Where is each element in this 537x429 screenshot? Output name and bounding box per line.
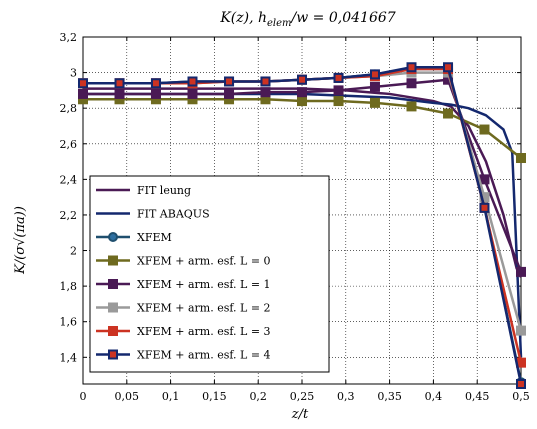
tick-labels: 0 0,05 0,1 0,15 0,2 0,25 0,3 0,35 0,4 0,45 0,5 1,4 1… bbox=[60, 31, 530, 403]
point-marker bbox=[150, 88, 161, 99]
point-marker bbox=[224, 76, 235, 87]
x-tick-label: 0 bbox=[80, 390, 87, 403]
x-tick-label: 0,3 bbox=[337, 390, 355, 403]
legend-label: XFEM + arm. esf. L = 0 bbox=[137, 255, 271, 268]
point-marker bbox=[260, 87, 271, 98]
point-marker bbox=[114, 78, 125, 89]
point-marker bbox=[333, 72, 344, 83]
point-marker bbox=[406, 101, 417, 112]
x-tick-label: 0,15 bbox=[202, 390, 227, 403]
y-tick-label: 2,2 bbox=[60, 209, 78, 222]
legend: FIT leung FIT ABAQUS XFEM XFEM + arm. esf. … bbox=[89, 175, 330, 373]
point-marker bbox=[297, 87, 307, 98]
point-marker-legend bbox=[108, 232, 118, 242]
point-marker bbox=[260, 76, 271, 87]
legend-entry: FIT ABAQUS bbox=[96, 208, 210, 221]
point-marker bbox=[297, 96, 307, 107]
chart-title: K(z), helem/w = 0,041667 bbox=[219, 10, 395, 29]
point-marker-legend bbox=[108, 279, 118, 289]
point-marker bbox=[443, 62, 454, 73]
x-tick-label: 0,45 bbox=[465, 390, 490, 403]
legend-entry: FIT leung bbox=[96, 184, 191, 197]
y-tick-label: 2,4 bbox=[60, 173, 78, 186]
point-marker bbox=[297, 74, 307, 85]
point-marker bbox=[443, 108, 454, 119]
legend-label: XFEM + arm. esf. L = 3 bbox=[137, 325, 271, 338]
legend-label: XFEM + arm. esf. L = 2 bbox=[137, 302, 271, 315]
legend-entry: XFEM + arm. esf. L = 1 bbox=[96, 278, 271, 291]
series-4 bbox=[78, 74, 526, 277]
point-marker-legend bbox=[108, 255, 118, 266]
point-marker bbox=[369, 81, 380, 92]
y-tick-label: 1,8 bbox=[60, 280, 78, 293]
x-tick-label: 0,4 bbox=[425, 390, 443, 403]
series-group bbox=[78, 62, 526, 389]
y-tick-label: 2,8 bbox=[60, 102, 78, 115]
legend-label: FIT ABAQUS bbox=[137, 208, 210, 221]
legend-label: XFEM + arm. esf. L = 4 bbox=[137, 349, 271, 362]
legend-label: XFEM + arm. esf. L = 1 bbox=[137, 278, 271, 291]
point-marker bbox=[479, 124, 490, 135]
point-marker bbox=[187, 76, 198, 87]
y-tick-label: 2,6 bbox=[60, 138, 78, 151]
series-7 bbox=[78, 62, 526, 389]
series-line bbox=[83, 87, 523, 278]
y-tick-label: 2 bbox=[70, 245, 77, 258]
legend-label: FIT leung bbox=[137, 184, 191, 197]
point-marker bbox=[369, 69, 380, 80]
x-axis-label: z/t bbox=[291, 407, 309, 422]
point-marker bbox=[479, 202, 490, 213]
point-marker bbox=[224, 88, 235, 99]
legend-label: XFEM bbox=[137, 231, 172, 244]
x-tick-label: 0,25 bbox=[290, 390, 315, 403]
point-marker bbox=[516, 266, 526, 277]
point-marker-legend bbox=[108, 302, 118, 313]
point-marker bbox=[406, 78, 417, 89]
point-marker-legend bbox=[108, 349, 118, 360]
point-marker bbox=[516, 153, 526, 164]
point-marker bbox=[516, 379, 526, 389]
x-tick-label: 0,5 bbox=[512, 390, 530, 403]
y-tick-label: 1,6 bbox=[60, 316, 78, 329]
point-marker bbox=[479, 174, 490, 185]
series-0 bbox=[83, 87, 523, 278]
point-marker bbox=[369, 97, 380, 108]
point-marker bbox=[114, 88, 125, 99]
legend-entry: XFEM + arm. esf. L = 3 bbox=[96, 325, 271, 338]
y-tick-label: 1,4 bbox=[60, 351, 78, 364]
point-marker-legend bbox=[108, 326, 118, 336]
legend-box bbox=[89, 175, 330, 373]
point-marker bbox=[150, 78, 161, 89]
x-tick-label: 0,2 bbox=[249, 390, 267, 403]
y-axis-label: K/(σ√(πa)) bbox=[13, 206, 28, 275]
legend-entry: XFEM + arm. esf. L = 4 bbox=[96, 349, 271, 362]
point-marker bbox=[187, 88, 198, 99]
point-marker bbox=[78, 78, 88, 89]
y-tick-label: 3 bbox=[70, 67, 77, 80]
x-tick-label: 0,35 bbox=[377, 390, 402, 403]
x-tick-label: 0,05 bbox=[115, 390, 140, 403]
point-marker bbox=[333, 96, 344, 107]
y-tick-label: 3,2 bbox=[60, 31, 78, 44]
x-tick-label: 0,1 bbox=[162, 390, 180, 403]
point-marker bbox=[333, 85, 344, 96]
legend-entry: XFEM + arm. esf. L = 2 bbox=[96, 302, 271, 315]
legend-entry: XFEM bbox=[96, 231, 172, 244]
legend-entry: XFEM + arm. esf. L = 0 bbox=[96, 255, 271, 268]
point-marker bbox=[78, 88, 88, 99]
point-marker bbox=[406, 62, 417, 73]
point-marker bbox=[516, 325, 526, 336]
